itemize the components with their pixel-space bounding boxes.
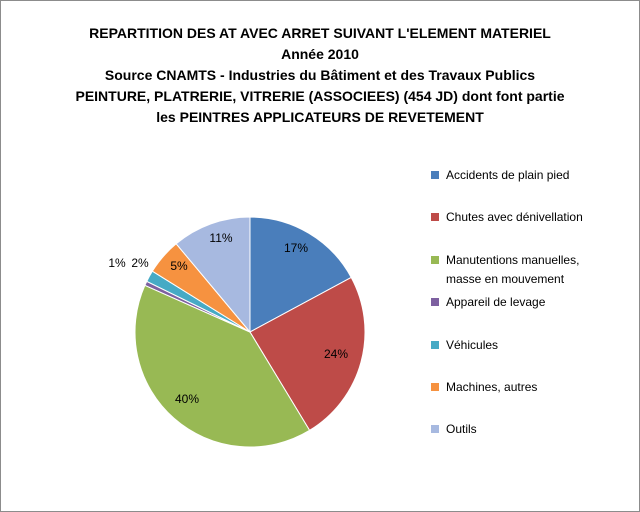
pie-slice-3 [134, 284, 311, 448]
legend-swatch-3 [431, 256, 439, 264]
legend-swatch-4 [431, 298, 439, 306]
title-line-4: PEINTURE, PLATRERIE, VITRERIE (ASSOCIEES… [75, 88, 565, 104]
legend-swatch-2 [431, 213, 439, 221]
legend-label-5: Véhicules [446, 338, 499, 352]
title-line-5: les PEINTRES APPLICATEURS DE REVETEMENT [156, 109, 484, 125]
slice-label-7: 11% [209, 231, 232, 245]
title-line-2: Année 2010 [281, 46, 359, 62]
pie-slice-7 [175, 216, 251, 334]
slice-label-2: 24% [324, 347, 348, 361]
pie-slice-1 [249, 216, 352, 333]
legend-label-1: Accidents de plain pied [446, 168, 570, 182]
pie-slice-2 [249, 276, 366, 432]
slice-label-3: 40% [175, 392, 199, 406]
legend-label-4: Appareil de levage [446, 295, 546, 309]
chart-title: REPARTITION DES AT AVEC ARRET SUIVANT L'… [1, 23, 639, 128]
legend-label-7: Outils [446, 422, 477, 436]
slice-label-6: 5% [170, 259, 188, 273]
title-line-3: Source CNAMTS - Industries du Bâtiment e… [104, 67, 536, 83]
legend-label-2: Chutes avec dénivellation [446, 210, 583, 224]
legend-swatch-7 [431, 425, 439, 433]
legend-swatch-5 [431, 341, 439, 349]
slice-label-4: 1% [108, 256, 126, 270]
legend-label-3: Manutentions manuelles, masse en mouveme… [446, 253, 580, 286]
legend-swatch-1 [431, 171, 439, 179]
legend-swatch-6 [431, 383, 439, 391]
legend-label-6: Machines, autres [446, 380, 538, 394]
slice-label-1: 17% [284, 241, 308, 255]
title-line-1: REPARTITION DES AT AVEC ARRET SUIVANT L'… [89, 25, 551, 41]
slice-label-5: 2% [131, 256, 149, 270]
